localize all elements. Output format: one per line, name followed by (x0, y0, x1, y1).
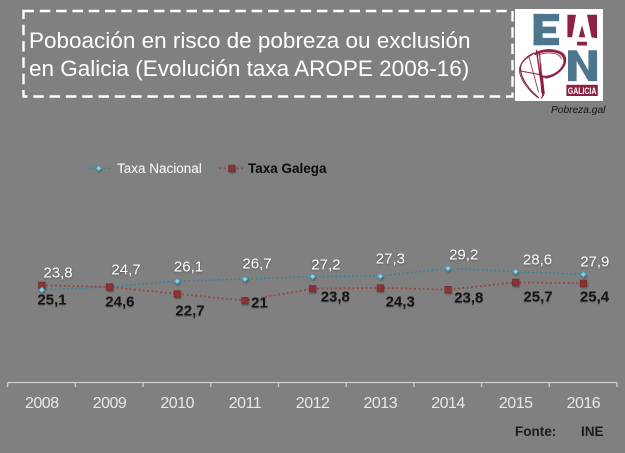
svg-text:GALICIA: GALICIA (568, 86, 597, 96)
